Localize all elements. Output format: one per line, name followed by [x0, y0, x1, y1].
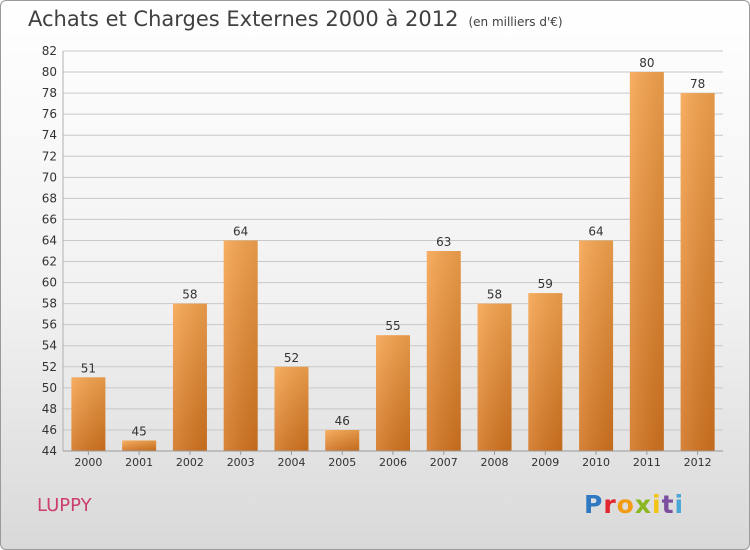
- y-tick-label: 44: [42, 444, 57, 458]
- x-tick-label: 2007: [430, 456, 458, 469]
- data-label: 58: [487, 288, 502, 302]
- y-tick-label: 52: [42, 360, 57, 374]
- bar-shade: [579, 240, 614, 451]
- data-label: 78: [690, 77, 705, 91]
- bar-shade: [223, 240, 258, 451]
- y-tick-label: 64: [42, 233, 57, 247]
- data-label: 59: [538, 277, 553, 291]
- y-tick-label: 54: [42, 339, 57, 353]
- x-tick-label: 2004: [277, 456, 305, 469]
- bar-shade: [71, 377, 106, 451]
- data-label: 45: [132, 424, 147, 438]
- bar-shade: [426, 251, 461, 451]
- x-axis: 2000 2001 2002 2003 2004 2005 2006 2007 2008 2009…: [63, 450, 723, 469]
- y-tick-label: 82: [42, 44, 57, 58]
- data-labels: 51 45 58 64 52 46 55 63 58 59 64 80 78: [81, 56, 706, 438]
- proxiti-logo: Proxiti: [584, 490, 685, 519]
- bar-shade: [325, 429, 360, 451]
- unit-note: (en milliers d'€): [468, 15, 563, 29]
- y-tick-label: 70: [42, 170, 57, 184]
- bar-shade: [477, 303, 512, 451]
- x-tick-label: 2000: [74, 456, 102, 469]
- x-tick-label: 2006: [379, 456, 407, 469]
- x-tick-label: 2010: [582, 456, 610, 469]
- y-tick-label: 46: [42, 423, 57, 437]
- y-tick-label: 58: [42, 297, 57, 311]
- bar-shade: [528, 293, 563, 451]
- bar-shade: [172, 303, 207, 451]
- x-tick-label: 2001: [125, 456, 153, 469]
- bar-shade: [680, 93, 715, 452]
- data-label: 63: [436, 235, 451, 249]
- commune-name: LUPPY: [37, 495, 92, 516]
- y-tick-label: 48: [42, 402, 57, 416]
- y-tick-label: 72: [42, 149, 57, 163]
- bar-shade: [376, 335, 410, 451]
- data-label: 58: [182, 288, 197, 302]
- x-tick-label: 2008: [481, 456, 509, 469]
- x-tick-label: 2011: [633, 456, 661, 469]
- y-tick-label: 76: [42, 107, 57, 121]
- data-label: 55: [385, 319, 400, 333]
- chart-title-block: Achats et Charges Externes 2000 à 2012 (e…: [28, 7, 563, 31]
- y-tick-label: 62: [42, 255, 57, 269]
- x-tick-label: 2009: [531, 456, 559, 469]
- x-tick-label: 2002: [176, 456, 204, 469]
- data-label: 64: [233, 224, 248, 238]
- y-tick-label: 78: [42, 86, 57, 100]
- data-label: 80: [639, 56, 654, 70]
- x-tick-label: 2012: [684, 456, 712, 469]
- data-label: 52: [284, 351, 299, 365]
- bar-shade: [274, 366, 309, 451]
- x-tick-label: 2005: [328, 456, 356, 469]
- x-tick-label: 2003: [227, 456, 255, 469]
- bar-shade: [629, 72, 664, 451]
- chart-title: Achats et Charges Externes 2000 à 2012: [28, 7, 459, 31]
- y-tick-label: 60: [42, 276, 57, 290]
- bars: [71, 72, 715, 452]
- y-tick-label: 74: [42, 128, 57, 142]
- y-tick-label: 56: [42, 318, 57, 332]
- data-label: 46: [335, 414, 350, 428]
- y-tick-label: 80: [42, 65, 57, 79]
- y-axis: 44 46 48 50 52 54 56 58 60 62 64 66 68 70 72 74 76 78 80 82: [42, 44, 64, 458]
- data-label: 51: [81, 361, 96, 375]
- y-tick-label: 68: [42, 191, 57, 205]
- y-tick-label: 50: [42, 381, 57, 395]
- bar-shade: [122, 440, 157, 451]
- data-label: 64: [588, 224, 603, 238]
- y-tick-label: 66: [42, 212, 57, 226]
